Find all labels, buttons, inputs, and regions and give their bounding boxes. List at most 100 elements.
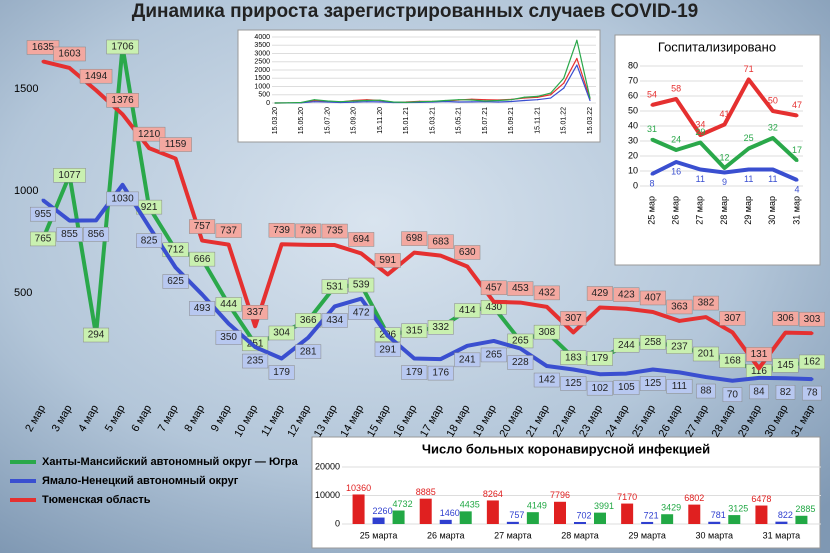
- point: [650, 103, 654, 107]
- point: [333, 304, 337, 308]
- label-box: [775, 385, 796, 400]
- x-tick-label: 30 марта: [696, 530, 734, 540]
- point: [589, 99, 591, 102]
- point: [510, 99, 512, 101]
- data-label: 183: [565, 352, 582, 363]
- point: [280, 242, 284, 246]
- label-box: [56, 227, 83, 242]
- point: [174, 266, 178, 269]
- point: [445, 100, 447, 103]
- label-box: [136, 233, 163, 248]
- data-label: 281: [300, 346, 317, 357]
- data-label: 8264: [483, 489, 503, 499]
- point: [576, 39, 578, 41]
- data-label: 472: [353, 307, 370, 318]
- y-tick-label: 1500: [254, 75, 270, 82]
- data-label: 258: [645, 337, 662, 348]
- point: [674, 160, 678, 164]
- label-box: [799, 311, 825, 327]
- point: [795, 114, 799, 117]
- x-tick-label: 30 мар: [767, 196, 777, 225]
- point: [747, 147, 751, 150]
- point: [340, 101, 342, 103]
- data-label: 3991: [594, 501, 614, 511]
- point: [287, 102, 289, 104]
- data-label: 757: [194, 221, 211, 232]
- point: [677, 370, 681, 374]
- data-label: 822: [778, 510, 793, 520]
- label-box: [106, 191, 139, 207]
- point: [674, 97, 678, 101]
- label-box: [106, 93, 139, 108]
- data-label: 32: [768, 122, 778, 132]
- label-box: [321, 223, 348, 239]
- label-box: [799, 354, 825, 370]
- label-box: [802, 385, 822, 401]
- data-label: 235: [247, 356, 264, 367]
- y-tick-label: 2500: [254, 59, 270, 66]
- y-tick-label: 3000: [254, 50, 270, 57]
- label-box: [401, 365, 428, 380]
- point: [795, 178, 799, 182]
- data-label: 1460: [440, 508, 460, 518]
- data-label: 306: [777, 313, 794, 324]
- label-box: [295, 223, 322, 239]
- label-box: [745, 347, 772, 362]
- point: [253, 345, 257, 349]
- y-tick-label: 500: [258, 92, 270, 99]
- data-label: 34: [695, 119, 705, 129]
- data-label: 493: [194, 303, 211, 314]
- data-label: 856: [88, 229, 105, 240]
- x-tick-label: 15.11.21: [534, 107, 541, 134]
- data-label: 434: [326, 315, 343, 326]
- label-box: [189, 251, 216, 267]
- bar: [755, 505, 768, 524]
- label-box: [215, 297, 242, 312]
- point: [571, 368, 575, 371]
- point: [576, 57, 578, 60]
- data-label: 1706: [111, 42, 134, 53]
- y-tick-label: 1000: [14, 185, 38, 197]
- bar: [661, 514, 674, 524]
- point: [405, 101, 407, 103]
- point: [624, 307, 628, 311]
- legend: Ханты-Мансийский автономный округ — Югра…: [10, 456, 299, 506]
- bar: [372, 517, 385, 524]
- x-tick-label: 28 мар: [719, 196, 729, 225]
- data-label: 757: [509, 510, 524, 520]
- point: [227, 322, 231, 326]
- bar: [795, 515, 808, 524]
- data-label: 737: [220, 225, 237, 236]
- y-tick-label: 70: [628, 75, 638, 85]
- label-box: [639, 290, 666, 306]
- bar: [392, 510, 405, 524]
- data-label: 176: [432, 368, 449, 379]
- point: [306, 336, 310, 340]
- data-label: 1030: [111, 194, 134, 205]
- point: [280, 356, 284, 360]
- label-box: [242, 305, 269, 320]
- y-tick-label: 20000: [315, 461, 340, 471]
- y-tick-label: 60: [628, 90, 638, 100]
- label-box: [427, 320, 454, 335]
- x-tick-label: 31 мар: [791, 196, 801, 225]
- label-box: [666, 339, 693, 354]
- x-tick-label: 15.05.21: [456, 107, 463, 134]
- label-box: [132, 126, 166, 142]
- data-label: 179: [406, 367, 423, 378]
- point: [353, 100, 355, 102]
- point: [121, 183, 125, 187]
- point: [795, 159, 799, 162]
- data-label: 41: [719, 109, 729, 119]
- label-box: [560, 376, 587, 391]
- data-label: 162: [804, 357, 821, 368]
- data-label: 1159: [165, 139, 187, 150]
- label-box: [749, 384, 769, 400]
- point: [723, 171, 726, 174]
- data-label: 47: [792, 100, 802, 110]
- legend-label: Тюменская область: [42, 494, 151, 506]
- label-box: [106, 39, 139, 55]
- series-line: [41, 182, 813, 383]
- data-label: 630: [459, 247, 476, 258]
- point: [412, 251, 416, 255]
